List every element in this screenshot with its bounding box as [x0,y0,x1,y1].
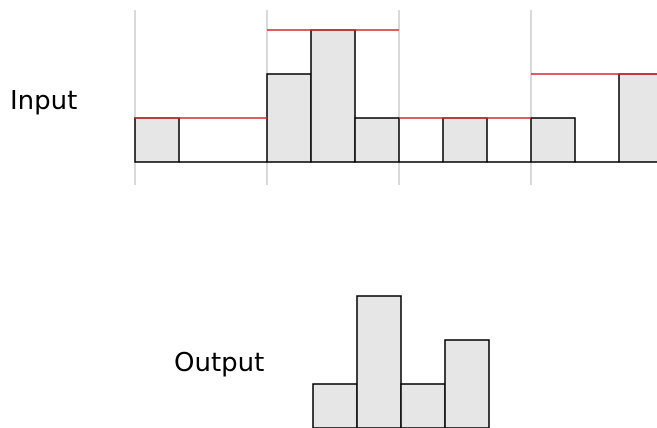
input-bar [134,117,180,163]
input-bar [354,117,400,163]
output-row-label: Output [174,348,264,378]
input-bar [530,117,576,163]
input-bar [618,73,657,163]
output-bar [400,383,446,428]
output-bars [312,295,490,428]
window-max-lines [135,29,657,119]
output-bar [356,295,402,428]
input-bar [310,29,356,163]
input-bar [442,117,488,163]
output-bar [312,383,358,428]
input-bar [266,73,312,163]
input-bars [134,29,657,163]
output-bar [444,339,490,428]
input-row-label: Input [10,86,77,116]
